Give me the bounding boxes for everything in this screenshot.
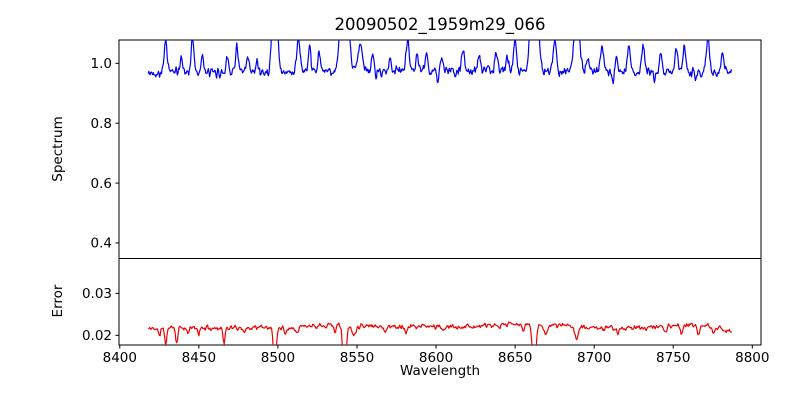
error-y-axis-label: Error [50, 284, 66, 317]
spectrum-y-tick-label: 0.4 [91, 236, 112, 252]
spectrum-y-tick-label: 1.0 [91, 56, 112, 72]
x-tick-label: 8800 [735, 350, 769, 366]
spectrum-axis-ticks: 1.0 0.8 0.6 0.4 [91, 56, 119, 252]
x-tick-label: 8400 [103, 350, 137, 366]
error-line [147, 321, 732, 345]
x-tick-label: 8500 [261, 350, 295, 366]
spectrum-line [147, 40, 732, 85]
x-tick-label: 8700 [577, 350, 611, 366]
spectrum-y-axis-label: Spectrum [50, 116, 66, 181]
error-axis-ticks: 0.03 0.02 8400 8450 8500 8550 8600 8650 8700 8750… [82, 286, 770, 366]
x-tick-label: 8600 [419, 350, 453, 366]
error-axes-frame [118, 258, 762, 346]
x-tick-label: 8450 [182, 350, 216, 366]
x-tick-label: 8550 [340, 350, 374, 366]
error-y-tick-label: 0.03 [82, 286, 112, 302]
x-axis-label: Wavelength [400, 363, 480, 379]
spectrum-y-tick-label: 0.8 [91, 116, 112, 132]
x-tick-label: 8650 [498, 350, 532, 366]
error-panel: 0.03 0.02 8400 8450 8500 8550 8600 8650 8700 8750… [50, 258, 770, 366]
x-tick-label: 8750 [656, 350, 690, 366]
spectrum-y-tick-label: 0.6 [91, 176, 112, 192]
error-y-tick-label: 0.02 [82, 328, 112, 344]
chart-title: 20090502_1959m29_066 [334, 15, 545, 35]
